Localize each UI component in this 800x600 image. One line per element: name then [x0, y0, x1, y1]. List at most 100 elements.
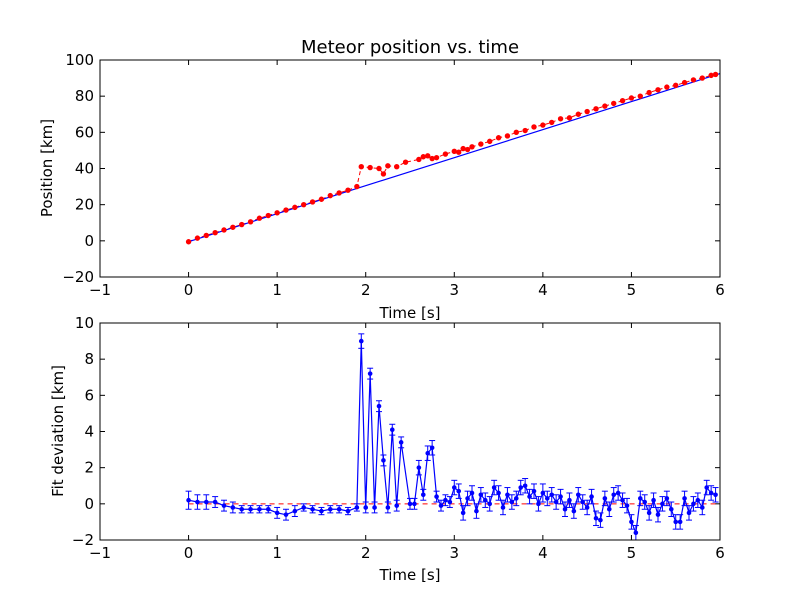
data-point: [442, 151, 449, 157]
data-point: [372, 505, 377, 510]
data-point: [598, 517, 603, 523]
data-point: [704, 485, 710, 490]
data-point: [283, 512, 289, 517]
data-point: [327, 192, 333, 199]
data-point: [660, 501, 665, 507]
x-tick-label: 3: [450, 544, 460, 562]
y-tick-label: 8: [84, 350, 94, 368]
data-point: [478, 141, 484, 147]
chart-title: Meteor position vs. time: [301, 37, 519, 58]
data-point: [407, 501, 413, 507]
data-point: [712, 71, 719, 78]
data-point: [292, 204, 298, 211]
y-tick-label: 100: [65, 51, 94, 69]
data-point: [469, 144, 475, 150]
y-tick-label: 0: [84, 232, 94, 250]
data-point: [562, 506, 568, 512]
data-point: [637, 93, 643, 99]
data-point: [309, 199, 316, 205]
data-point: [318, 196, 325, 202]
y-tick-label: 2: [84, 459, 94, 477]
data-point: [274, 510, 280, 516]
data-point: [239, 506, 245, 512]
data-point: [464, 146, 471, 153]
data-point: [416, 156, 422, 163]
y-axis-label: Position [km]: [38, 119, 56, 217]
x-tick-label: 0: [184, 281, 194, 299]
data-point: [527, 494, 532, 499]
data-point: [611, 100, 617, 107]
data-point: [686, 510, 692, 516]
data-point: [567, 497, 572, 503]
data-point: [664, 496, 670, 501]
data-point: [487, 501, 493, 507]
data-point: [420, 492, 426, 498]
plot-frame: [99, 59, 721, 278]
series-line: [188, 341, 716, 536]
data-point: [451, 148, 457, 155]
x-tick-label: −1: [89, 544, 111, 562]
x-tick-label: 0: [184, 544, 194, 562]
data-point: [429, 155, 435, 162]
data-point: [443, 497, 448, 503]
data-point: [531, 124, 537, 130]
data-point: [500, 505, 506, 510]
data-point: [673, 519, 679, 525]
data-point: [655, 512, 661, 517]
data-point: [575, 111, 581, 117]
data-point: [460, 510, 466, 516]
data-point: [195, 499, 200, 505]
data-point: [629, 519, 634, 525]
data-point: [474, 508, 479, 514]
x-tick-label: 1: [272, 544, 282, 562]
data-point: [633, 530, 639, 536]
data-point: [416, 465, 422, 470]
x-axis-label: Time [s]: [379, 566, 441, 584]
x-tick-label: 5: [627, 544, 637, 562]
data-point: [668, 506, 674, 512]
data-point: [212, 499, 218, 505]
data-point: [425, 153, 431, 159]
data-point: [239, 221, 245, 228]
data-point: [376, 165, 382, 172]
x-tick-label: 4: [538, 544, 548, 562]
data-point: [628, 95, 635, 101]
data-point: [549, 119, 555, 126]
data-point: [651, 497, 656, 503]
data-point: [292, 508, 298, 514]
x-axis-label: Time [s]: [379, 304, 441, 322]
data-point: [496, 490, 501, 496]
x-tick-label: 1: [272, 281, 282, 299]
data-point: [345, 508, 351, 514]
data-point: [398, 440, 404, 445]
data-point: [420, 154, 426, 160]
data-point: [518, 485, 524, 490]
data-point: [536, 501, 541, 507]
data-point: [358, 163, 364, 170]
x-tick-label: 2: [361, 281, 371, 299]
y-tick-label: 0: [84, 495, 94, 513]
data-point: [434, 494, 439, 499]
data-point: [708, 72, 714, 79]
data-point: [664, 84, 670, 90]
data-point: [606, 506, 612, 512]
x-tick-label: 4: [538, 281, 548, 299]
data-point: [212, 229, 218, 236]
x-tick-label: 6: [715, 281, 725, 299]
data-point: [186, 497, 191, 503]
data-point: [354, 505, 360, 510]
data-point: [376, 403, 382, 409]
data-point: [194, 235, 201, 241]
y-tick-label: −2: [72, 531, 94, 549]
data-point: [456, 149, 462, 155]
data-point: [381, 458, 386, 463]
data-point: [544, 496, 550, 501]
data-point: [469, 490, 475, 496]
position-panel: Meteor position vs. time −1 0 1 2 3 4 5 6 −20 0 2…: [38, 37, 725, 322]
data-point: [367, 371, 373, 376]
data-point: [354, 183, 360, 190]
data-point: [345, 187, 351, 193]
data-point: [487, 138, 493, 145]
data-point: [301, 505, 307, 510]
data-point: [203, 499, 209, 505]
